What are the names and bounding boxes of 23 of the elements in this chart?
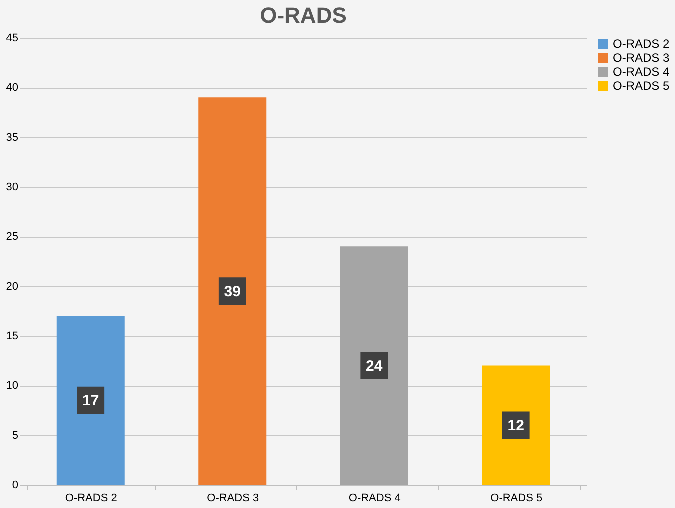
y-tick-label: 45 <box>6 32 18 44</box>
y-tick-label: 20 <box>6 280 18 293</box>
y-tick-label: 40 <box>6 82 18 94</box>
legend-label: O-RADS 2 <box>613 37 670 51</box>
x-tick-label: O-RADS 4 <box>348 492 401 504</box>
x-tick-label: O-RADS 5 <box>490 492 543 504</box>
chart-title: O-RADS <box>260 3 347 28</box>
y-tick-label: 25 <box>6 231 18 244</box>
x-tick-label: O-RADS 3 <box>207 492 260 504</box>
y-tick-label: 30 <box>6 182 18 194</box>
y-tick-label: 15 <box>6 330 18 342</box>
legend-label: O-RADS 5 <box>613 79 670 93</box>
data-label: 12 <box>508 417 524 434</box>
y-tick-label: 0 <box>12 480 18 492</box>
y-tick-label: 5 <box>12 430 18 442</box>
x-tick-label: O-RADS 2 <box>65 492 118 504</box>
data-label: 24 <box>366 358 384 375</box>
legend-label: O-RADS 4 <box>613 65 670 79</box>
data-label: 17 <box>82 392 100 410</box>
y-tick-label: 35 <box>6 132 18 144</box>
data-label: 39 <box>224 283 241 300</box>
legend-label: O-RADS 3 <box>613 51 670 65</box>
y-tick-label: 10 <box>6 380 18 392</box>
